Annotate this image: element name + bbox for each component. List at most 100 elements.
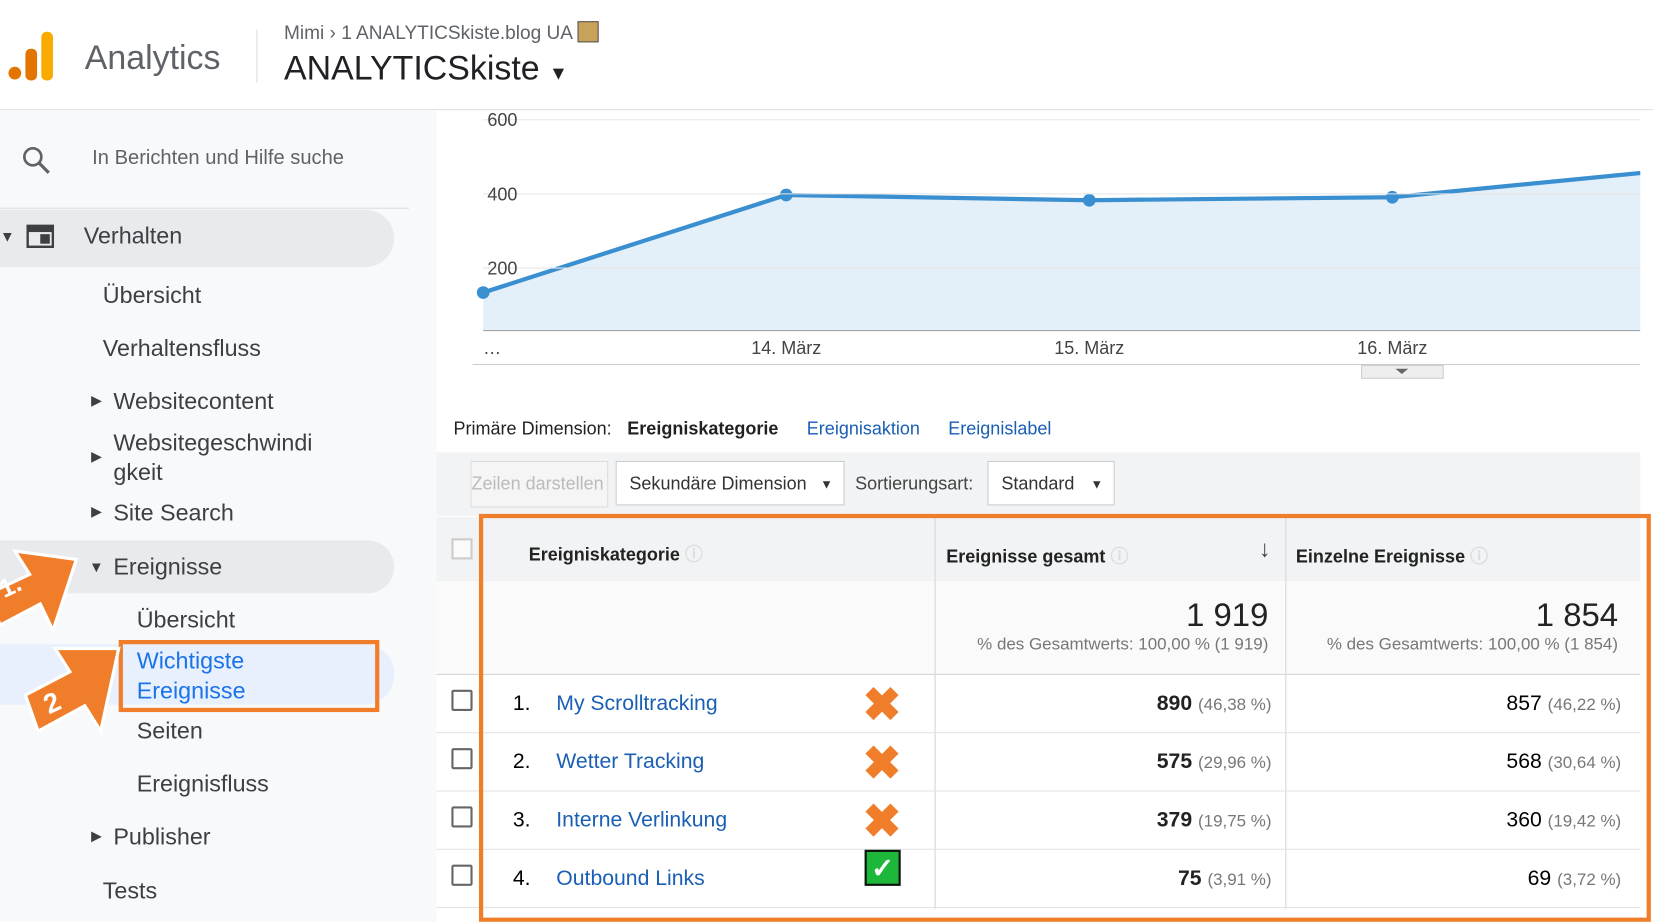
nav-item-selected[interactable]: Wichtigste Ereignisse xyxy=(136,647,246,704)
behavior-icon xyxy=(26,224,55,248)
events-value: 890 xyxy=(1156,691,1193,716)
caret: ▶ xyxy=(91,503,102,520)
unique-cell: 360 (19,42 %) xyxy=(1506,808,1621,832)
total-value: 1 854 xyxy=(1535,596,1619,634)
row-link[interactable]: Interne Verlinkung xyxy=(556,808,728,832)
row-rank: 3. xyxy=(512,808,531,832)
dropdown-arrow: ▼ xyxy=(549,62,568,84)
column-header[interactable]: Ereignisse gesamt ⓘ xyxy=(946,541,1128,567)
column-title[interactable]: Ereignisse gesamt xyxy=(946,546,1106,567)
x-tick-label: … xyxy=(483,338,501,358)
column-header[interactable]: Einzelne Ereignisse ⓘ xyxy=(1296,541,1488,567)
nav-item[interactable]: Websitecontent xyxy=(113,387,274,415)
table-highlight-box xyxy=(478,513,1651,922)
nav-item[interactable]: Übersicht xyxy=(136,606,236,633)
chart-toggle-arrow xyxy=(1395,368,1409,375)
nav-item[interactable]: Ereignisse xyxy=(113,553,223,580)
row-checkbox[interactable] xyxy=(451,689,473,711)
help-icon[interactable]: ⓘ xyxy=(1470,546,1489,567)
nav-item[interactable]: Tests xyxy=(102,877,158,904)
caret: ▶ xyxy=(91,392,102,408)
unique-value: 568 xyxy=(1506,750,1542,774)
row-checkbox[interactable] xyxy=(451,864,473,886)
events-cell: 379 (19,75 %) xyxy=(1157,808,1272,832)
unique-value: 69 xyxy=(1527,866,1552,891)
x-tick-label: 15. März xyxy=(1054,338,1124,358)
nav-item[interactable]: Websitegeschwindigkeit xyxy=(113,429,313,486)
nav-active-group xyxy=(0,209,395,268)
nav-item[interactable]: Seiten xyxy=(136,717,203,744)
events-value: 575 xyxy=(1156,750,1193,774)
cross-icon: ✖ xyxy=(862,795,902,848)
separator xyxy=(0,207,410,209)
dropdown-arrow: ▼ xyxy=(1090,476,1104,492)
table-row: 3. Interne Verlinkung ✖ 379 (19,75 %) 36… xyxy=(436,790,1641,850)
row-link[interactable]: Outbound Links xyxy=(556,866,705,891)
column-title[interactable]: Ereigniskategorie xyxy=(528,544,680,565)
events-cell: 890 (46,38 %) xyxy=(1157,692,1272,716)
search-input[interactable]: In Berichten und Hilfe suche xyxy=(92,147,344,170)
dimension-option-active[interactable]: Ereigniskategorie xyxy=(627,418,779,439)
y-tick-label: 200 xyxy=(487,258,517,278)
select-all-checkbox[interactable] xyxy=(451,538,473,560)
line-chart: 200 400 600 … 14. März 15. März 16. März xyxy=(472,110,1641,379)
table-row: 4. Outbound Links ✓ 75 (3,91 %) 69 (3,72… xyxy=(436,849,1641,909)
sort-dropdown[interactable]: Standard ▼ xyxy=(987,460,1115,506)
y-tick-label: 400 xyxy=(487,184,517,204)
events-cell: 575 (29,96 %) xyxy=(1157,750,1272,774)
nav-item[interactable]: Verhaltensfluss xyxy=(102,334,261,362)
nav-item[interactable]: Ereignisfluss xyxy=(136,770,269,797)
caret: ▼ xyxy=(0,227,15,245)
highlight-box xyxy=(118,639,380,713)
events-pct: (46,38 %) xyxy=(1198,696,1272,715)
app-name: Analytics xyxy=(84,38,221,77)
row-rank: 2. xyxy=(512,750,531,774)
events-value: 379 xyxy=(1156,808,1193,832)
unique-value: 857 xyxy=(1506,691,1542,716)
column-title[interactable]: Einzelne Ereignisse xyxy=(1295,546,1466,567)
breadcrumb-account[interactable]: Mimi xyxy=(283,22,325,44)
view-selector[interactable]: ANALYTICSkiste ▼ xyxy=(284,49,568,88)
y-tick-label: 600 xyxy=(487,110,517,130)
nav-item[interactable]: Site Search xyxy=(113,499,234,526)
events-value: 75 xyxy=(1177,866,1202,891)
dimension-bar: Primäre Dimension: Ereigniskategorie Ere… xyxy=(454,419,1052,440)
nav-item[interactable]: Übersicht xyxy=(102,281,202,309)
row-checkbox[interactable] xyxy=(451,806,473,828)
unique-cell: 857 (46,22 %) xyxy=(1506,692,1621,716)
events-cell: 75 (3,91 %) xyxy=(1178,867,1272,891)
dimension-option[interactable]: Ereignisaktion xyxy=(806,418,920,439)
search-icon[interactable] xyxy=(21,145,51,175)
point xyxy=(1082,193,1096,207)
point xyxy=(1385,190,1399,204)
unique-cell: 568 (30,64 %) xyxy=(1506,750,1621,774)
table-row: 2. Wetter Tracking ✖ 575 (29,96 %) 568 (… xyxy=(436,732,1641,792)
sort-indicator: ↓ xyxy=(1258,535,1271,562)
property-icon xyxy=(577,21,599,43)
row-link[interactable]: My Scrolltracking xyxy=(556,691,718,716)
dropdown-label: Sekundäre Dimension xyxy=(629,473,807,494)
x-tick-label: 16. März xyxy=(1357,338,1427,358)
table-row: 1. My Scrolltracking ✖ 890 (46,38 %) 857… xyxy=(436,674,1641,734)
unique-value: 360 xyxy=(1506,808,1542,832)
dropdown-arrow: ▼ xyxy=(820,476,833,492)
breadcrumb[interactable]: Mimi › 1 ANALYTICSkiste.blog UA xyxy=(283,21,599,44)
row-link[interactable]: Wetter Tracking xyxy=(556,750,705,774)
dimension-label: Primäre Dimension: xyxy=(453,418,612,439)
secondary-dimension-dropdown[interactable]: Sekundäre Dimension ▼ xyxy=(615,460,845,506)
nav-item[interactable]: Verhalten xyxy=(83,222,183,250)
annotation-arrows xyxy=(0,548,121,736)
dimension-option[interactable]: Ereignislabel xyxy=(948,418,1052,439)
rows-button[interactable]: Zeilen darstellen xyxy=(470,460,609,508)
view-name[interactable]: ANALYTICSkiste xyxy=(283,48,540,87)
table-header xyxy=(436,517,1641,582)
row-checkbox[interactable] xyxy=(451,748,473,770)
unique-pct: (30,64 %) xyxy=(1547,754,1622,773)
column-header[interactable]: Ereigniskategorie ⓘ xyxy=(529,539,703,565)
breadcrumb-property[interactable]: 1 ANALYTICSkiste.blog UA xyxy=(341,22,572,44)
nav-item[interactable]: Publisher xyxy=(113,823,211,850)
help-icon[interactable]: ⓘ xyxy=(684,544,703,565)
help-icon[interactable]: ⓘ xyxy=(1110,546,1129,567)
x-tick-label: 14. März xyxy=(751,338,821,358)
